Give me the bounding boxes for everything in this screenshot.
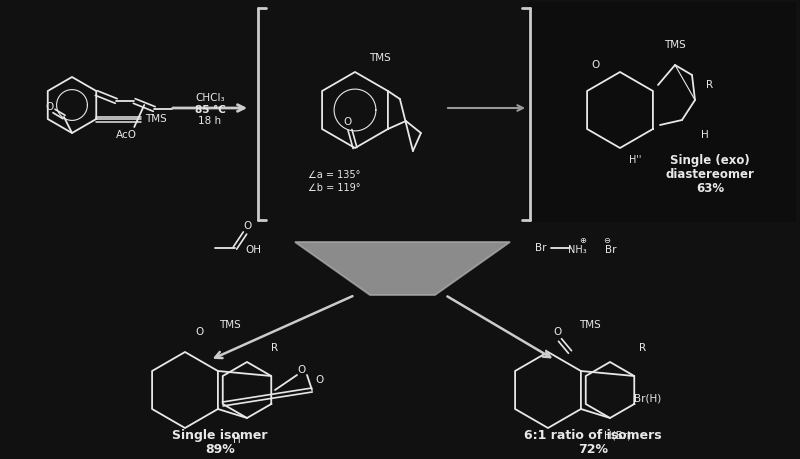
Text: CHCl₃: CHCl₃ [195, 93, 225, 103]
Text: NH₃: NH₃ [568, 245, 586, 255]
Text: ∠b = 119°: ∠b = 119° [308, 183, 361, 193]
Text: O: O [196, 327, 204, 337]
Text: OH: OH [245, 245, 261, 255]
Text: R: R [271, 343, 278, 353]
Text: H: H [701, 130, 709, 140]
Text: ⊖: ⊖ [603, 235, 610, 245]
Text: TMS: TMS [579, 320, 601, 330]
Text: TMS: TMS [146, 114, 167, 124]
Text: TMS: TMS [219, 320, 241, 330]
Text: 18 h: 18 h [198, 116, 222, 126]
Text: ⊕: ⊕ [579, 235, 586, 245]
Text: O: O [554, 327, 562, 337]
Text: Br(H): Br(H) [634, 393, 662, 403]
Text: O: O [46, 102, 54, 112]
Text: TMS: TMS [664, 40, 686, 50]
Text: Br: Br [535, 243, 546, 253]
Text: H'': H'' [629, 155, 641, 165]
Text: 85 °C: 85 °C [194, 105, 226, 115]
Text: O: O [343, 117, 351, 127]
Text: 6:1 ratio of isomers: 6:1 ratio of isomers [524, 429, 662, 442]
Text: AcO: AcO [116, 130, 137, 140]
Text: ∠a = 135°: ∠a = 135° [308, 170, 360, 180]
Text: diastereomer: diastereomer [666, 168, 754, 180]
FancyBboxPatch shape [528, 2, 796, 222]
Text: 63%: 63% [696, 181, 724, 195]
Text: 72%: 72% [578, 442, 608, 455]
Text: Single isomer: Single isomer [172, 429, 268, 442]
Text: H(Br): H(Br) [604, 430, 632, 440]
Text: O: O [298, 365, 306, 375]
Text: H: H [233, 435, 241, 445]
Text: Single (exo): Single (exo) [670, 153, 750, 167]
Text: 89%: 89% [205, 442, 235, 455]
Text: R: R [639, 343, 646, 353]
Text: Br: Br [606, 245, 617, 255]
Text: O: O [244, 221, 252, 231]
Polygon shape [295, 242, 510, 295]
Text: O: O [316, 375, 324, 385]
Text: R: R [706, 80, 714, 90]
Text: TMS: TMS [369, 53, 391, 63]
Text: O: O [591, 60, 599, 70]
